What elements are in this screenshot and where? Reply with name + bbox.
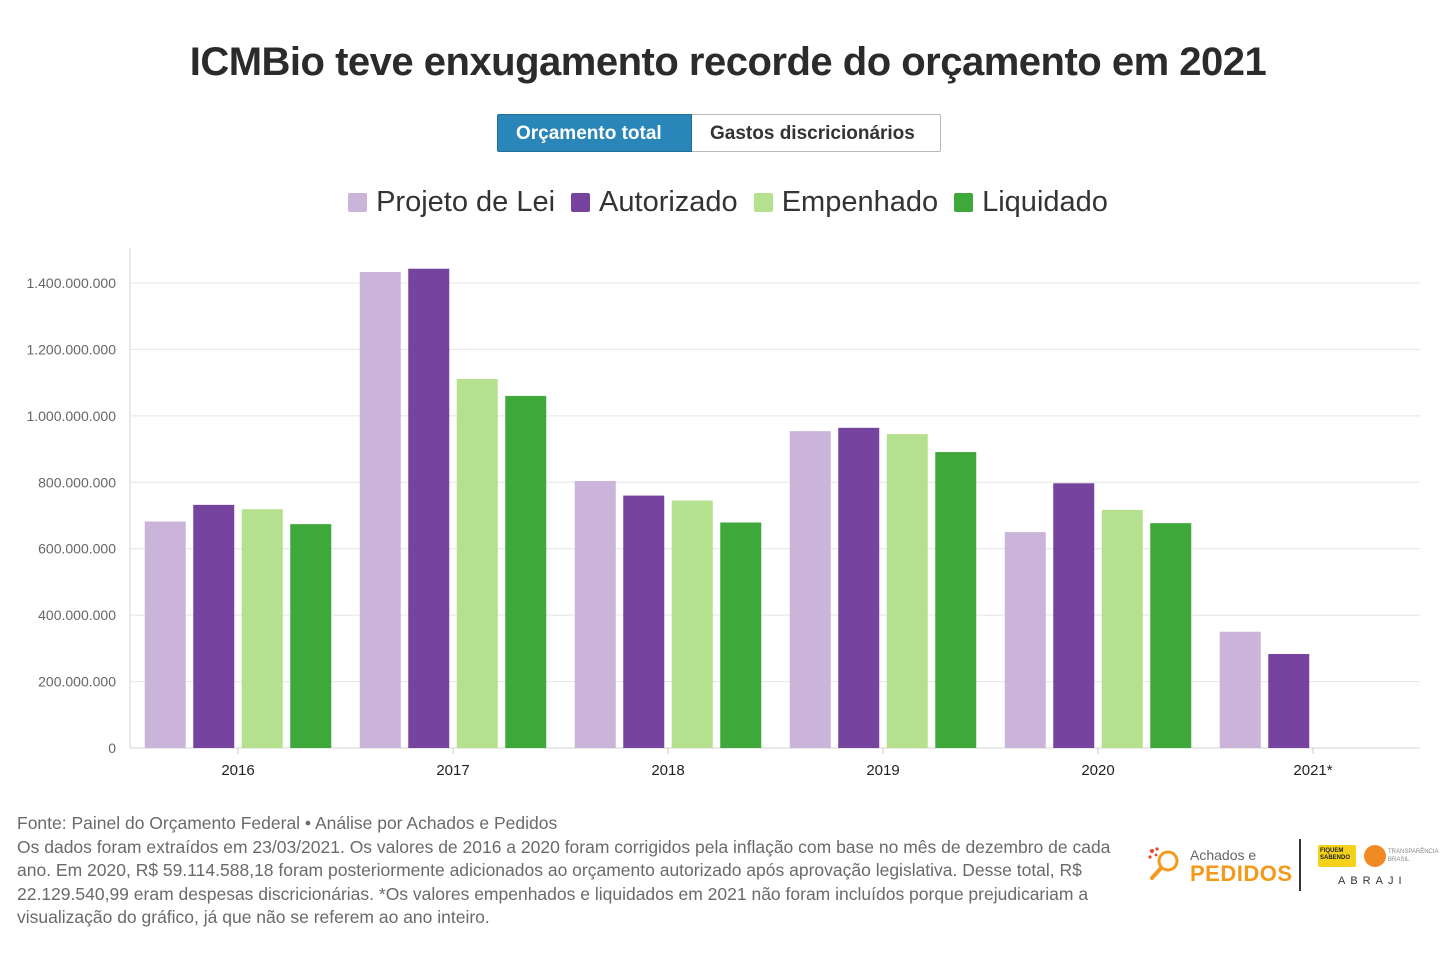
x-tick-label: 2019 <box>866 762 899 779</box>
y-tick-label: 200.000.000 <box>38 674 116 690</box>
bar-projeto-de-lei <box>574 480 616 748</box>
legend-label-liquidado: Liquidado <box>982 186 1108 218</box>
fiquem-sabendo-logo: FIQUEM SABENDO <box>1318 845 1356 867</box>
legend-label-empenhado: Empenhado <box>781 186 939 218</box>
legend-item-liquidado[interactable]: Liquidado <box>954 186 1108 219</box>
bar-projeto-de-lei <box>789 431 831 748</box>
footer-notes: Fonte: Painel do Orçamento Federal • Aná… <box>17 812 1117 930</box>
y-tick-label: 400.000.000 <box>38 607 116 623</box>
y-tick-label: 1.200.000.000 <box>26 341 116 357</box>
partner-logos: Achados e PEDIDOS FIQUEM SABENDO TRANSPA… <box>1140 835 1440 895</box>
y-tick-label: 1.400.000.000 <box>26 275 116 291</box>
bar-liquidado <box>290 524 332 748</box>
bar-liquidado <box>1150 523 1192 748</box>
transparencia-text: TRANSPARÊNCIA BRASIL <box>1388 849 1439 863</box>
x-tick-label: 2021* <box>1293 762 1332 779</box>
y-tick-label: 600.000.000 <box>38 541 116 557</box>
pedidos-logo-text: PEDIDOS <box>1190 861 1293 886</box>
achados-e-pedidos-logo: Achados e PEDIDOS <box>1146 845 1292 886</box>
bar-autorizado <box>623 495 665 748</box>
y-tick-label: 800.000.000 <box>38 474 116 490</box>
bar-autorizado <box>1053 483 1095 748</box>
bar-autorizado <box>408 268 450 748</box>
legend-label-autorizado: Autorizado <box>599 186 738 218</box>
bar-empenhado <box>241 509 283 748</box>
bar-projeto-de-lei <box>144 521 186 748</box>
legend-item-projeto-de-lei[interactable]: Projeto de Lei <box>348 186 555 219</box>
view-tabs: Orçamento total Gastos discricionários <box>497 114 941 152</box>
bar-liquidado <box>720 522 762 748</box>
legend-swatch-empenhado <box>753 193 773 212</box>
bar-autorizado <box>193 504 235 748</box>
legend-swatch-projeto-de-lei <box>348 193 368 212</box>
bar-autorizado <box>838 427 880 748</box>
bar-empenhado <box>671 500 713 748</box>
tab-orcamento-total[interactable]: Orçamento total <box>497 114 692 152</box>
bar-liquidado <box>505 395 547 748</box>
legend-swatch-liquidado <box>954 193 974 212</box>
magnifier-icon <box>1148 847 1179 880</box>
bar-empenhado <box>1101 509 1143 748</box>
bar-projeto-de-lei <box>1219 631 1261 748</box>
bar-chart: 0 200.000.000 400.000.000 600.000.000 800.00… <box>26 248 1420 779</box>
x-tick-label: 2017 <box>436 762 469 779</box>
bar-empenhado <box>886 434 928 748</box>
x-tick-label: 2020 <box>1081 762 1114 779</box>
legend-swatch-autorizado <box>571 193 591 212</box>
fiquem-sabendo-text: FIQUEM SABENDO <box>1320 848 1351 861</box>
x-tick-label: 2018 <box>651 762 684 779</box>
x-tick-label: 2016 <box>221 762 254 779</box>
chart-title: ICMBio teve enxugamento recorde do orçam… <box>189 40 1267 84</box>
y-tick-label: 0 <box>108 740 116 756</box>
achados-logo-text: Achados e <box>1190 847 1257 863</box>
y-tick-label: 1.000.000.000 <box>26 408 116 424</box>
bar-projeto-de-lei <box>359 272 401 748</box>
bar-projeto-de-lei <box>1004 532 1046 748</box>
tab-gastos-discricionarios[interactable]: Gastos discricionários <box>692 114 941 152</box>
legend-item-empenhado[interactable]: Empenhado <box>753 186 939 219</box>
abraji-logo: ABRAJI <box>1338 875 1407 887</box>
bar-liquidado <box>935 452 977 748</box>
chart-legend: Projeto de Lei Autorizado Empenhado Liqu… <box>0 186 1456 219</box>
legend-item-autorizado[interactable]: Autorizado <box>571 186 738 219</box>
transparencia-circle-icon <box>1364 845 1386 867</box>
bar-empenhado <box>456 378 498 748</box>
bar-autorizado <box>1268 654 1310 748</box>
transparencia-brasil-logo: TRANSPARÊNCIA BRASIL <box>1364 845 1444 869</box>
footer-source: Fonte: Painel do Orçamento Federal • Aná… <box>17 813 558 833</box>
footer-note: Os dados foram extraídos em 23/03/2021. … <box>17 836 1111 928</box>
legend-label-projeto-de-lei: Projeto de Lei <box>376 186 556 218</box>
logo-divider <box>1299 839 1301 891</box>
